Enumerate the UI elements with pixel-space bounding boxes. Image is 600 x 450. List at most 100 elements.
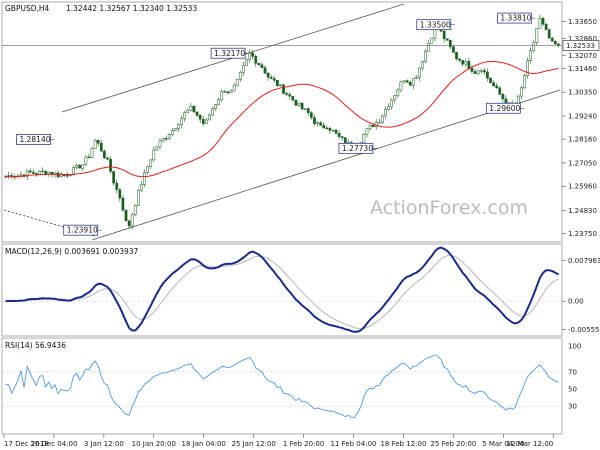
price-tick-label: 1.33650 [568, 18, 597, 26]
candle-body [544, 23, 548, 30]
candle-body [272, 78, 276, 81]
candle-body [127, 220, 131, 227]
annotation-box [16, 134, 51, 145]
candle-body [291, 95, 295, 101]
candle-body [56, 172, 60, 178]
annotation-box [416, 19, 452, 31]
macd-tick-label: 0.007963 [568, 257, 600, 265]
candle-body [294, 99, 298, 106]
candle-body [411, 77, 415, 86]
candle-body [152, 149, 156, 161]
candle-body [328, 128, 332, 131]
candle-body [421, 61, 424, 69]
candle-body [177, 124, 180, 129]
candle-body [337, 133, 341, 137]
candle-body [362, 134, 366, 143]
candle-body [140, 184, 143, 191]
candle-body [309, 112, 313, 118]
candle-body [387, 106, 390, 110]
candle-body [257, 63, 261, 65]
candle-body [220, 91, 224, 100]
candle-body [538, 18, 542, 29]
candle-body [226, 91, 230, 94]
x-tick-label: 12 Mar 12:00 [506, 440, 553, 448]
moving-average-line [5, 60, 559, 178]
candle-body [430, 37, 434, 44]
price-tick-label: 1.31460 [568, 65, 597, 73]
candle-body [208, 114, 211, 121]
candle-body [229, 90, 233, 94]
price-tick-label: 1.29240 [568, 112, 597, 120]
candle-body [75, 164, 78, 168]
price-panel-frame [1, 1, 563, 243]
candle-body [155, 146, 159, 151]
candle-body [523, 75, 526, 89]
macd-header: MACD(12,26,9) 0.003691 0.003937 [5, 247, 139, 256]
candle-body [121, 197, 125, 211]
candle-body [201, 118, 205, 124]
candle-body [204, 119, 208, 124]
candle-body [245, 59, 248, 66]
candle-body [535, 28, 539, 43]
macd-tick-label: -0.005559 [568, 326, 600, 334]
candle-body [263, 67, 267, 74]
candle-body [84, 156, 88, 165]
candle-body [526, 60, 529, 76]
candle-body [408, 81, 412, 86]
annotation-box [338, 142, 374, 154]
candle-body [211, 108, 214, 116]
x-tick-label: 11 Feb 04:00 [331, 440, 377, 448]
candle-body [223, 91, 227, 93]
candle-body [300, 102, 304, 110]
y-axis-ticks: 1.33650 1.32860 1.32070 1.31460 1.30350 1.292… [562, 18, 600, 411]
candle-body [306, 108, 310, 113]
candle-body [99, 143, 103, 152]
last-price-tag [562, 40, 600, 51]
watermark: ActionForex.com [370, 197, 528, 219]
candle-body [269, 76, 273, 79]
price-tick-label: 1.32070 [568, 52, 597, 60]
candle-body [248, 52, 251, 60]
x-tick-label: 17 Dec 2018 [4, 440, 49, 448]
candle-body [313, 117, 316, 124]
candle-body [167, 134, 171, 139]
candle-body [464, 61, 468, 65]
candle-body [377, 122, 381, 124]
annotation-label: 1.29600 [489, 104, 520, 113]
candle-body [118, 189, 122, 199]
candle-body [340, 136, 344, 138]
candle-body [106, 157, 109, 160]
candle-body [72, 167, 75, 176]
candle-body [183, 112, 187, 119]
candle-body [81, 163, 85, 169]
candle-body [112, 171, 116, 184]
grid-lines [2, 300, 562, 407]
annotation-label: 1.23910 [67, 226, 98, 235]
candle-body [279, 84, 282, 86]
macd-signal-line [5, 254, 559, 330]
ohlc-header: 1.32442 1.32567 1.32340 1.32533 [66, 4, 197, 13]
annotation-box [210, 47, 246, 59]
candle-body [418, 67, 421, 78]
price-tick-label: 1.28160 [568, 136, 597, 144]
candle-body [242, 65, 245, 73]
rsi-header: RSI(14) 56.9436 [5, 341, 66, 350]
candle-body [322, 124, 326, 129]
channel-lower-line [91, 89, 561, 241]
candle-body [547, 29, 551, 39]
candle-body [470, 68, 474, 72]
candle-body [254, 56, 258, 64]
candle-body [371, 125, 375, 128]
annotation-label: 1.28140 [19, 135, 50, 144]
candle-body [189, 106, 193, 111]
candle-body [93, 140, 97, 149]
macd-panel-frame [1, 243, 563, 337]
annotation-label: 1.27730 [342, 144, 373, 153]
candle-body [96, 140, 100, 144]
candle-body [87, 156, 91, 159]
candle-body [235, 78, 239, 86]
candle-body [498, 87, 502, 95]
symbol-header: GBPUSD,H4 [5, 4, 50, 13]
candle-body [133, 205, 137, 215]
candle-body [266, 72, 270, 78]
